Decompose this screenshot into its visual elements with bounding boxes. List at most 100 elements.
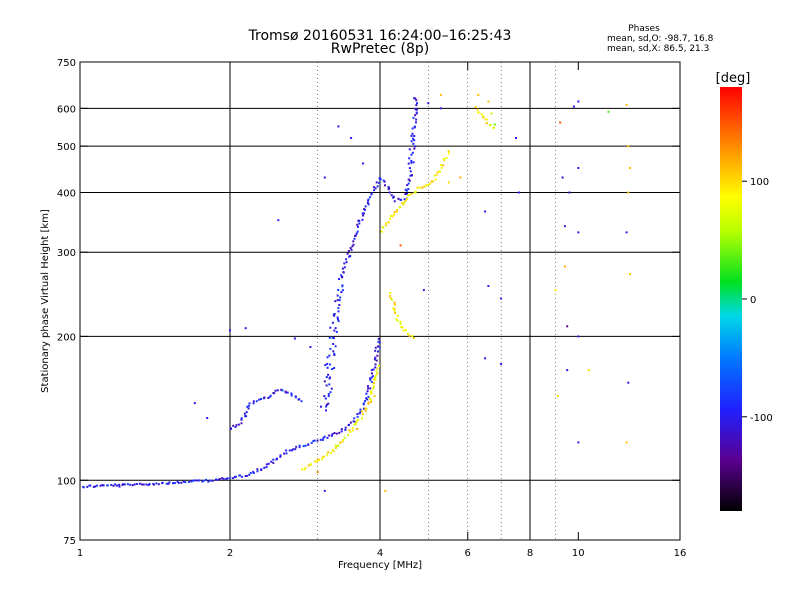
data-point [408, 148, 411, 151]
data-point [269, 394, 272, 397]
data-point [294, 396, 297, 399]
data-point [378, 346, 381, 349]
data-point [332, 350, 335, 353]
data-point [358, 219, 361, 222]
data-point [378, 364, 380, 367]
data-point [480, 113, 483, 116]
data-point [625, 441, 628, 444]
data-point [412, 116, 415, 119]
data-point [404, 193, 407, 195]
data-point [346, 252, 349, 255]
data-point [206, 417, 209, 419]
data-point [392, 213, 395, 216]
data-point [403, 198, 406, 201]
data-point [333, 329, 336, 332]
data-point [394, 311, 396, 314]
data-point [252, 402, 255, 405]
data-point [235, 475, 237, 478]
data-point [367, 198, 370, 201]
data-point [427, 184, 430, 187]
data-point [283, 452, 286, 455]
data-point [316, 439, 319, 442]
data-point [155, 482, 158, 485]
data-point [304, 444, 307, 447]
data-point [485, 122, 488, 125]
data-point [559, 121, 562, 124]
data-point [234, 426, 237, 428]
data-point [566, 369, 569, 372]
data-point [165, 482, 168, 485]
data-point [568, 191, 571, 194]
data-point [430, 180, 433, 183]
data-points [82, 93, 631, 492]
data-point [99, 484, 102, 487]
data-point [337, 307, 340, 310]
data-point [321, 438, 324, 441]
data-point [369, 398, 372, 401]
data-point [333, 432, 336, 434]
data-point [384, 224, 387, 227]
data-point [365, 397, 368, 400]
data-point [577, 167, 580, 169]
data-point [274, 389, 277, 392]
data-point [333, 314, 336, 317]
data-point [357, 418, 360, 421]
data-point [180, 481, 183, 484]
data-point [115, 484, 118, 487]
data-point [341, 284, 344, 287]
data-point [323, 489, 326, 492]
data-point [393, 211, 396, 213]
data-point [313, 439, 316, 442]
data-point [237, 423, 240, 426]
data-point [229, 476, 232, 479]
data-point [366, 398, 369, 401]
data-point [290, 394, 293, 397]
data-point [577, 100, 580, 103]
data-point [627, 191, 630, 194]
data-point [321, 456, 324, 459]
data-point [298, 446, 301, 449]
data-point [439, 107, 442, 110]
data-point [389, 292, 392, 294]
data-point [152, 483, 155, 486]
data-point [129, 483, 132, 486]
data-point [96, 484, 98, 487]
data-point [627, 381, 630, 384]
data-point [331, 321, 334, 324]
y-tick-label: 100 [57, 476, 76, 487]
data-point [325, 384, 328, 387]
data-point [447, 150, 450, 153]
data-point [326, 366, 329, 369]
data-point [374, 356, 377, 359]
data-point [172, 482, 174, 485]
stats-o-line: mean, sd,O: -98.7, 16.8 [607, 34, 714, 44]
colorbar-tick-label: 100 [750, 177, 769, 188]
data-point [577, 335, 580, 338]
data-point [435, 173, 438, 176]
data-point [193, 479, 196, 482]
data-point [393, 309, 396, 312]
data-point [409, 174, 412, 177]
data-point [403, 201, 406, 204]
data-point [325, 403, 328, 406]
data-point [273, 392, 276, 395]
data-point [239, 474, 241, 477]
data-point [413, 135, 416, 137]
data-point [364, 400, 366, 403]
data-point [329, 391, 332, 394]
data-point [328, 336, 331, 339]
y-tick-label: 300 [57, 248, 76, 259]
data-point [383, 180, 386, 183]
data-point [350, 137, 353, 139]
data-point [410, 193, 413, 196]
x-tick-label: 2 [227, 548, 233, 559]
data-point [333, 354, 336, 356]
y-tick-label: 750 [57, 58, 76, 69]
data-point [407, 188, 410, 190]
data-point [328, 354, 331, 357]
y-tick-label: 400 [57, 188, 76, 199]
data-point [407, 182, 410, 185]
data-point [331, 368, 334, 370]
data-point [365, 392, 368, 395]
data-point [375, 370, 378, 373]
